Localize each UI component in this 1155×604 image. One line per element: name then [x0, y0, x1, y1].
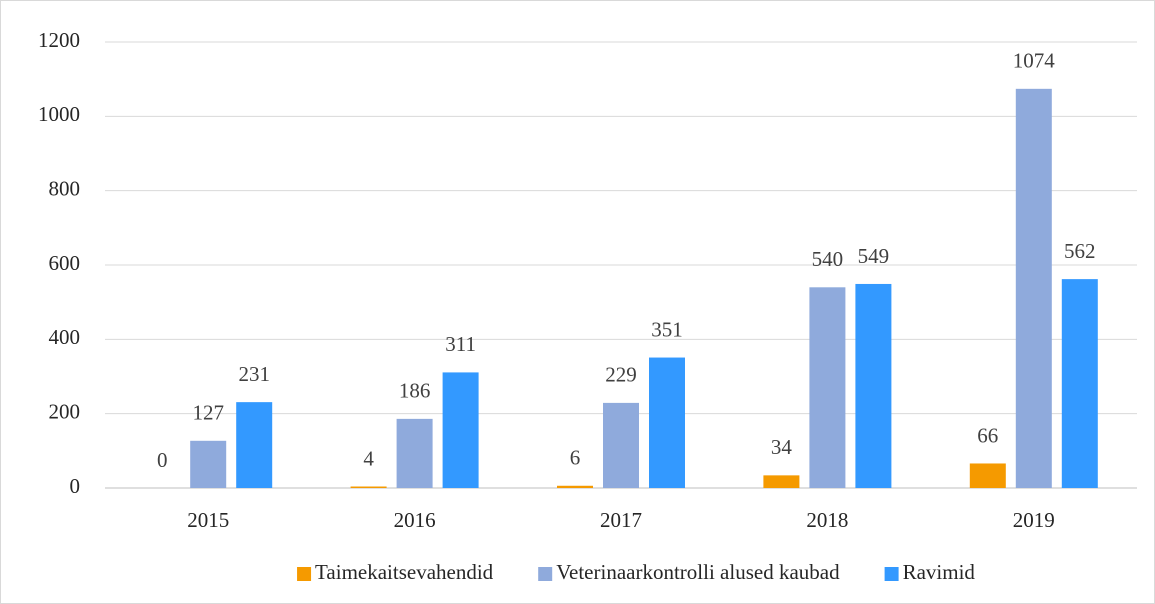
data-label: 6: [570, 446, 581, 470]
bar: [649, 357, 685, 488]
data-label: 34: [771, 435, 793, 459]
data-label: 549: [858, 244, 890, 268]
data-label: 1074: [1013, 49, 1056, 73]
y-tick-label: 600: [49, 251, 81, 275]
bar: [809, 287, 846, 488]
bar: [603, 402, 639, 488]
legend-label: Veterinaarkontrolli alused kaubad: [556, 560, 840, 584]
bar: [1015, 88, 1052, 488]
legend-label: Taimekaitsevahendid: [315, 560, 494, 584]
data-label: 186: [399, 379, 431, 403]
bar: [1061, 279, 1098, 488]
bar: [557, 485, 593, 488]
data-label: 4: [363, 446, 374, 470]
x-tick-label: 2016: [394, 508, 436, 532]
data-label: 229: [605, 363, 637, 387]
data-label: 231: [238, 362, 270, 386]
data-label: 66: [977, 423, 998, 447]
y-tick-label: 0: [70, 474, 81, 498]
legend-label: Ravimid: [903, 560, 976, 584]
bar: [236, 402, 273, 488]
x-tick-label: 2015: [187, 508, 229, 532]
data-label: 540: [812, 247, 844, 271]
y-tick-label: 200: [49, 399, 81, 423]
bar: [396, 418, 433, 488]
data-label: 351: [651, 317, 683, 341]
legend-swatch: [297, 567, 312, 581]
x-tick-label: 2019: [1013, 508, 1055, 532]
data-label: 127: [192, 401, 224, 425]
y-tick-label: 1000: [38, 102, 80, 126]
bar: [442, 372, 479, 488]
bar: [190, 440, 227, 488]
y-tick-label: 400: [49, 325, 81, 349]
data-label: 311: [445, 332, 476, 356]
x-tick-label: 2018: [806, 508, 848, 532]
bar: [969, 463, 1006, 488]
data-label: 562: [1064, 239, 1096, 263]
data-label: 0: [157, 448, 168, 472]
y-tick-label: 1200: [38, 28, 80, 52]
y-tick-label: 800: [49, 176, 81, 200]
x-tick-label: 2017: [600, 508, 642, 532]
bar: [855, 283, 892, 488]
bar: [763, 475, 800, 488]
bar: [350, 486, 387, 488]
legend-swatch: [538, 567, 553, 581]
legend-swatch: [884, 567, 899, 581]
